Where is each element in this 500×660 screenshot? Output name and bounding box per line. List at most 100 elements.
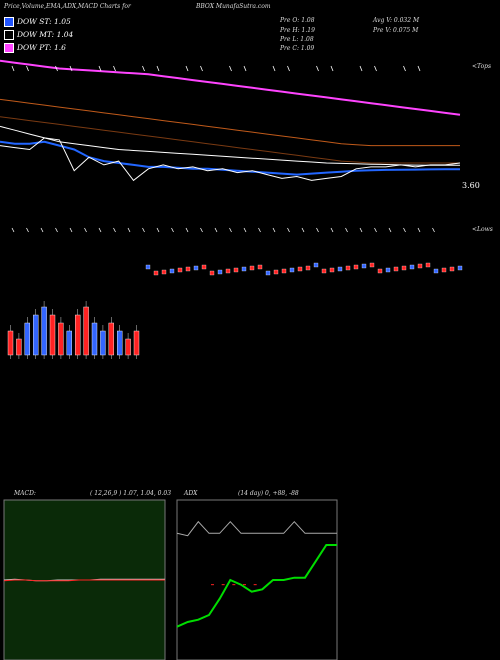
top-tick-mark — [11, 65, 15, 72]
low-tick-mark — [243, 227, 247, 233]
low-tick-mark — [374, 227, 377, 233]
low-tick-mark — [417, 227, 421, 233]
top-tick-mark — [200, 65, 203, 72]
adx-plus-di — [176, 544, 337, 628]
mini-candle — [249, 265, 255, 271]
mini-candle — [361, 263, 367, 269]
top-tick-mark — [374, 65, 377, 72]
top-tick-mark — [359, 65, 363, 72]
mini-candle — [177, 267, 183, 273]
mini-candle — [297, 266, 303, 272]
low-tick-mark — [229, 227, 232, 233]
legend-label-mt: DOW MT: 1.04 — [17, 30, 74, 39]
volume-bar — [91, 322, 98, 356]
low-tick-mark — [258, 227, 261, 233]
mini-candle — [329, 267, 335, 273]
volume-bar — [133, 330, 140, 356]
top-tick-mark — [156, 65, 160, 72]
mini-candle — [337, 266, 343, 272]
macd-line-macd — [3, 578, 165, 582]
mini-candle — [161, 269, 167, 275]
low-tick-mark — [200, 227, 203, 233]
top-tick-mark — [287, 65, 290, 72]
chart-header-center: BBOX MunafaSutra.com — [196, 3, 271, 10]
mini-candle — [201, 264, 207, 270]
macd-panel-bg — [3, 499, 166, 660]
low-tick-mark — [26, 227, 29, 233]
volume-bar — [33, 314, 39, 356]
volume-bar — [7, 330, 14, 356]
top-tick-mark — [229, 65, 232, 72]
top-tick-mark — [417, 65, 421, 72]
top-tick-mark — [113, 65, 116, 72]
legend-dow-st: DOW ST: 1.05 — [4, 16, 71, 27]
prev-volume: Pre V: 0.075 M — [373, 27, 419, 34]
mini-candle — [345, 265, 351, 271]
low-tick-mark — [127, 227, 131, 233]
adx-line — [176, 520, 337, 537]
low-tick-mark — [214, 227, 218, 233]
prev-high: Pre H: 1.19 — [280, 27, 315, 34]
volume-bar — [116, 330, 123, 356]
low-tick-mark — [84, 227, 87, 233]
legend-dow-pt: DOW PT: 1.6 — [4, 42, 66, 53]
volume-bar — [24, 322, 30, 356]
mini-candle — [209, 270, 215, 276]
mini-candle — [313, 262, 319, 268]
mini-candle — [193, 265, 199, 271]
volume-bar — [108, 322, 115, 356]
chart-header-left: Price,Volume,EMA,ADX,MACD Charts for — [4, 3, 131, 10]
low-tick-mark — [185, 227, 189, 233]
prev-open: Pre O: 1.08 — [280, 17, 315, 24]
ema-band-upper — [0, 98, 460, 147]
macd-line-signal — [3, 579, 165, 582]
top-tick-mark — [185, 65, 189, 72]
low-tick-mark — [272, 227, 276, 233]
adx-panel-bg — [176, 499, 338, 660]
mini-candle — [273, 269, 279, 275]
legend-label-pt: DOW PT: 1.6 — [17, 43, 66, 52]
avg-volume: Avg V: 0.032 M — [373, 17, 420, 24]
legend-swatch-mt — [4, 29, 14, 40]
low-tick-mark — [301, 227, 305, 233]
volume-bar — [41, 306, 47, 356]
ema-band-lower — [0, 116, 460, 164]
macd-params: ( 12,26,9 ) 1.07, 1.04, 0.03 — [90, 490, 172, 497]
legend-swatch-pt — [4, 42, 14, 53]
low-tick-mark — [69, 227, 73, 233]
low-tick-mark — [113, 227, 116, 233]
mini-candle — [257, 264, 263, 270]
price-series-close — [0, 137, 461, 182]
adx-label: ADX — [184, 490, 198, 497]
low-tick-mark — [98, 227, 102, 233]
mini-candle — [353, 264, 359, 270]
prev-close: Pre C: 1.09 — [280, 45, 315, 52]
low-tick-mark — [403, 227, 406, 233]
macd-label: MACD: — [14, 490, 36, 497]
mini-candle — [185, 266, 191, 272]
tops-label: <Tops — [472, 63, 492, 70]
mini-candle — [393, 266, 399, 272]
mini-candle — [233, 267, 239, 273]
top-tick-mark — [316, 65, 319, 72]
volume-bar — [83, 306, 89, 356]
mini-candle — [425, 262, 431, 268]
mini-candle — [241, 266, 247, 272]
low-tick-mark — [156, 227, 160, 233]
mini-candle — [305, 265, 311, 271]
volume-bar — [16, 338, 22, 356]
top-tick-mark — [403, 65, 406, 72]
top-tick-mark — [243, 65, 247, 72]
low-tick-mark — [316, 227, 319, 233]
adx-params: (14 day) 0, +88, -88 — [238, 490, 299, 497]
top-tick-mark — [98, 65, 102, 72]
price-series-dow-pt — [0, 59, 461, 116]
legend-swatch-st — [4, 16, 14, 27]
mini-candle — [457, 265, 463, 271]
legend-dow-mt: DOW MT: 1.04 — [4, 29, 73, 40]
volume-bar — [58, 322, 64, 356]
low-tick-mark — [40, 227, 44, 233]
last-price-label: 3.60 — [462, 181, 480, 190]
mini-candle — [321, 268, 327, 274]
legend-label-st: DOW ST: 1.05 — [17, 17, 71, 26]
